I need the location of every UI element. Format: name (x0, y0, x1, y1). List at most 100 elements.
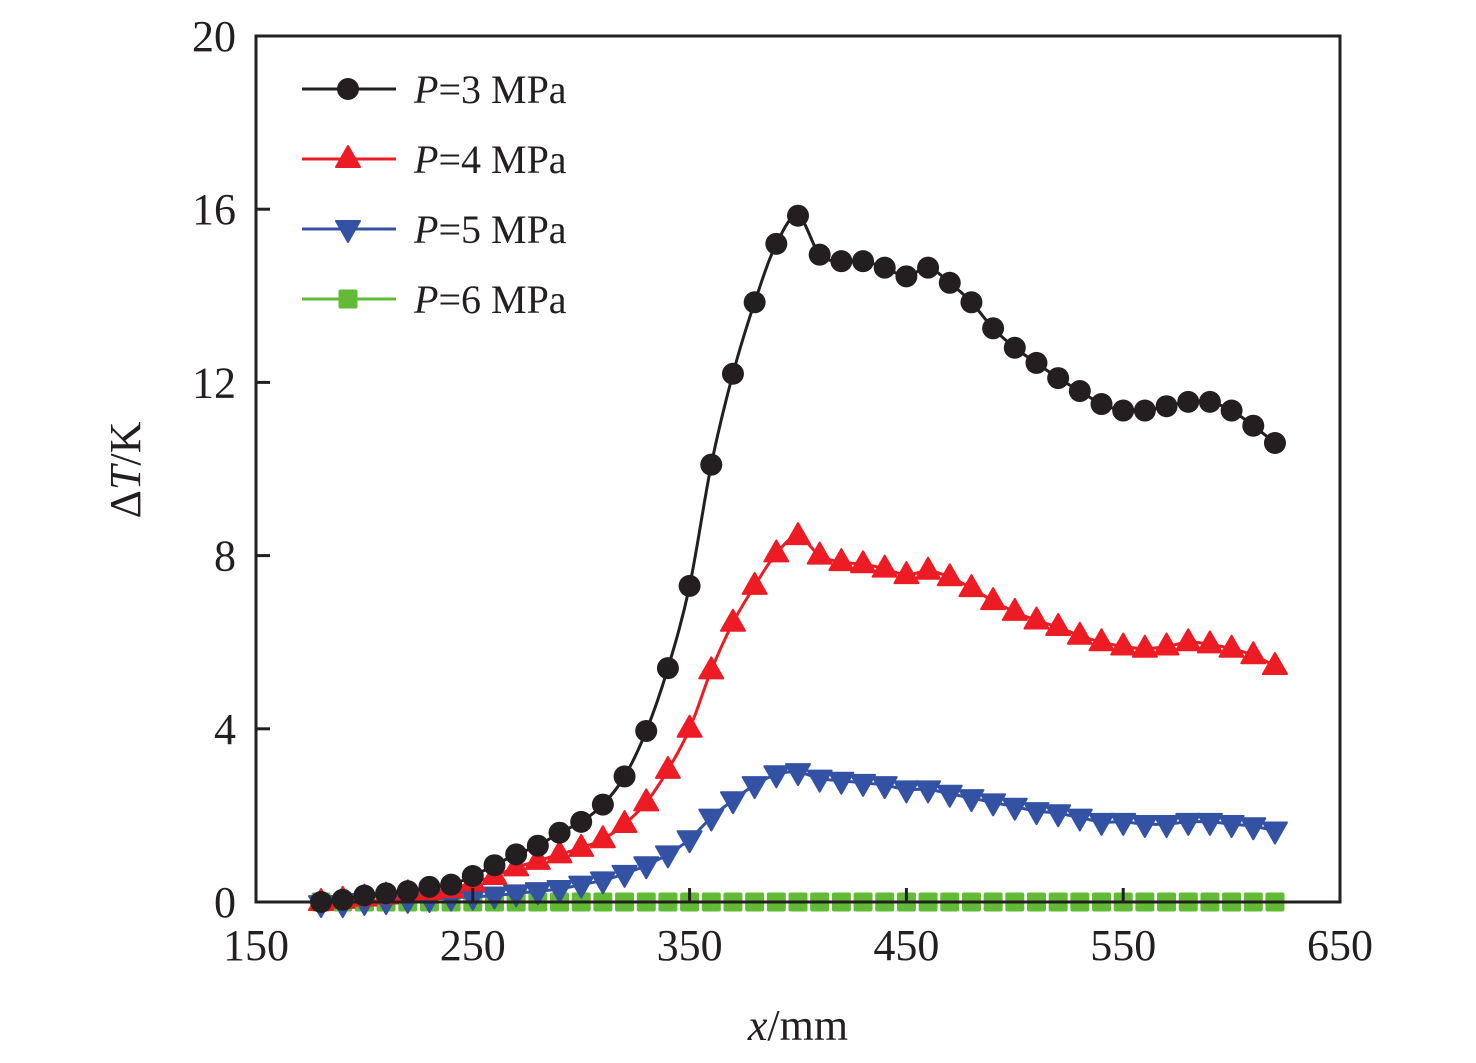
y-tick-label: 12 (192, 358, 236, 407)
y-tick-label: 8 (214, 532, 236, 581)
data-point (1001, 597, 1028, 621)
data-point (1240, 641, 1267, 665)
data-point (1131, 815, 1158, 839)
legend-marker (335, 220, 361, 243)
x-axis-label-var: x (747, 1001, 768, 1050)
data-point (915, 780, 942, 804)
legend-marker (337, 78, 359, 100)
data-point (1220, 399, 1243, 422)
data-point (719, 791, 746, 815)
data-point (1003, 336, 1026, 359)
data-point (589, 871, 616, 895)
legend-marker (335, 145, 361, 168)
data-point (505, 843, 528, 866)
data-point (873, 256, 896, 279)
x-tick-label: 650 (1307, 921, 1373, 970)
data-point (958, 574, 985, 598)
data-point (633, 856, 660, 880)
data-point (1175, 812, 1202, 836)
data-point (893, 561, 920, 585)
data-point (1066, 621, 1093, 645)
data-point (461, 865, 484, 888)
data-point (938, 271, 961, 294)
data-point (678, 574, 701, 597)
data-point (524, 846, 551, 870)
data-point (676, 830, 703, 854)
data-point (1218, 815, 1245, 839)
data-point (743, 291, 766, 314)
data-point (765, 232, 788, 255)
legend-label-var: P (413, 67, 438, 112)
data-point (418, 875, 441, 898)
legend-item: P=6 MPa (302, 277, 567, 322)
data-point (1196, 812, 1223, 836)
data-point (936, 563, 963, 587)
data-point (1110, 632, 1137, 656)
x-tick-label: 350 (657, 921, 723, 970)
data-point (1023, 802, 1050, 826)
data-point (546, 840, 573, 864)
data-point (785, 522, 811, 546)
legend-label-value: =3 MPa (438, 67, 566, 112)
data-point (1242, 414, 1265, 437)
data-point (589, 825, 616, 849)
data-point (1001, 797, 1028, 821)
data-point (568, 833, 595, 857)
data-point (698, 808, 725, 832)
data-point (1131, 634, 1158, 658)
data-point (828, 771, 855, 795)
legend-label-var: P (413, 277, 438, 322)
data-point (396, 880, 419, 903)
data-point (654, 755, 681, 779)
data-point (633, 788, 660, 812)
y-tick-label: 0 (214, 878, 236, 927)
data-point (850, 550, 877, 574)
x-tick-label: 550 (1090, 921, 1156, 970)
x-tick-label: 450 (873, 921, 939, 970)
series-line (320, 214, 1276, 904)
data-point (1153, 632, 1180, 656)
series-p-3-mpa (310, 204, 1286, 913)
ticks-layer: 150 250 350 450 550 650 0 4 8 12 16 20 (192, 12, 1373, 970)
data-point (828, 548, 855, 572)
legend-item: P=4 MPa (302, 137, 567, 182)
legend-label: P=4 MPa (413, 137, 567, 182)
data-point (1066, 808, 1093, 832)
data-point (852, 250, 875, 273)
y-axis-label: ΔT/K (101, 421, 150, 518)
data-point (915, 556, 942, 580)
data-point (1263, 432, 1286, 455)
data-point (1047, 367, 1070, 390)
data-point (917, 256, 940, 279)
data-point (483, 854, 506, 877)
data-point (546, 880, 573, 904)
data-point (1088, 812, 1115, 836)
series-p-4-mpa (308, 522, 1288, 911)
legend-label-value: =4 MPa (438, 137, 566, 182)
data-point (1025, 351, 1048, 374)
data-point (871, 554, 898, 578)
data-point (871, 776, 898, 800)
data-point (611, 864, 638, 888)
data-point (654, 845, 681, 869)
data-point (850, 773, 877, 797)
data-point (1023, 606, 1050, 630)
legend-label-value: =6 MPa (438, 277, 566, 322)
legend-item: P=5 MPa (302, 207, 567, 252)
data-point (568, 875, 595, 899)
plot-frame (254, 34, 1342, 904)
data-point (787, 204, 809, 227)
legend-label-var: P (413, 137, 438, 182)
data-point (1198, 390, 1221, 413)
data-point (763, 765, 790, 789)
data-point (524, 882, 551, 906)
legend-label: P=6 MPa (413, 277, 567, 322)
data-point (698, 656, 725, 680)
data-point (721, 362, 744, 385)
legend-label: P=5 MPa (413, 207, 567, 252)
data-point (1155, 395, 1178, 418)
data-point (611, 810, 638, 834)
data-point (331, 888, 354, 911)
